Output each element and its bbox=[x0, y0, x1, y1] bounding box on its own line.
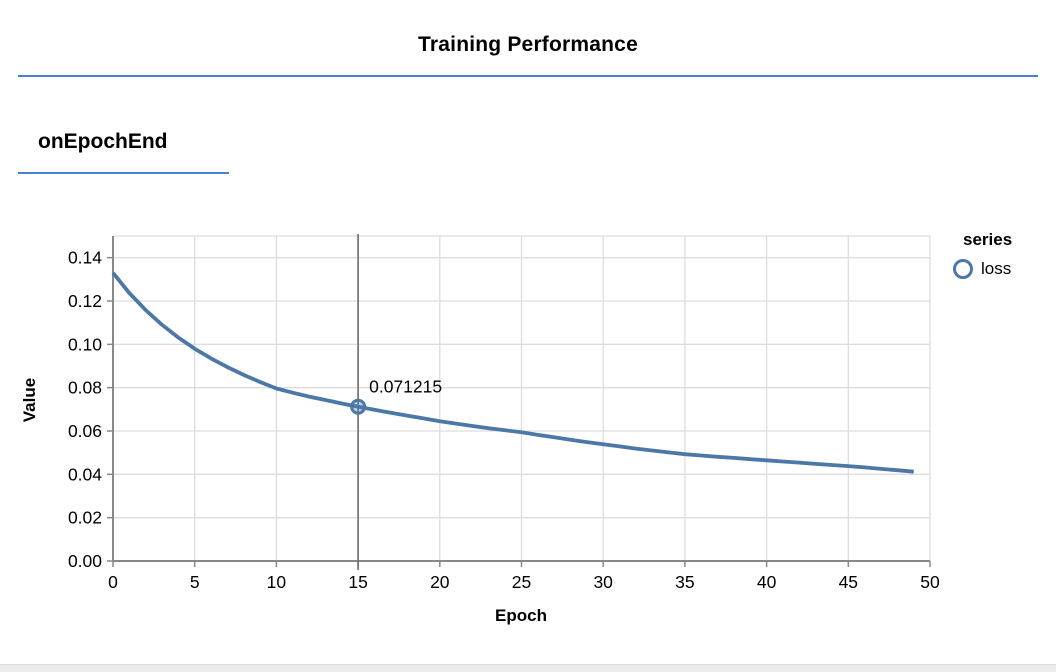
x-tick-label: 0 bbox=[108, 572, 118, 592]
x-tick-label: 40 bbox=[757, 572, 777, 592]
y-tick-label: 0.06 bbox=[68, 421, 102, 441]
legend-item-loss: loss bbox=[953, 259, 1053, 279]
y-tick-label: 0.00 bbox=[68, 551, 102, 571]
x-tick-label: 5 bbox=[190, 572, 200, 592]
legend-title: series bbox=[963, 230, 1013, 249]
x-tick-label: 50 bbox=[920, 572, 940, 592]
y-tick-label: 0.02 bbox=[68, 508, 102, 528]
tooltip-value: 0.071215 bbox=[369, 377, 442, 397]
loss-line bbox=[111, 271, 914, 474]
y-tick-label: 0.10 bbox=[68, 334, 102, 354]
x-tick-label: 25 bbox=[512, 572, 531, 592]
x-tick-label: 15 bbox=[348, 572, 367, 592]
y-tick-label: 0.08 bbox=[68, 378, 102, 398]
y-tick-label: 0.04 bbox=[68, 464, 102, 484]
x-tick-label: 45 bbox=[839, 572, 858, 592]
x-tick-label: 20 bbox=[430, 572, 450, 592]
title-divider bbox=[18, 75, 1038, 77]
y-tick-label: 0.12 bbox=[68, 291, 102, 311]
hover-point-marker bbox=[350, 398, 367, 415]
legend-loss-label: loss bbox=[981, 259, 1012, 278]
x-tick-label: 35 bbox=[675, 572, 694, 592]
x-tick-label: 30 bbox=[593, 572, 613, 592]
y-axis-title: Value bbox=[20, 377, 39, 423]
line-chart-canvas[interactable]: 0 5 10 15 20 25 30 35 40 45 50 0.00 0.02 0.04 0.06 0.08… bbox=[0, 210, 1056, 655]
x-tick-label: 10 bbox=[267, 572, 287, 592]
x-axis-title: Epoch bbox=[495, 606, 547, 625]
training-chart: 0 5 10 15 20 25 30 35 40 45 50 0.00 0.02 0.04 0.06 0.08… bbox=[0, 210, 1056, 655]
section-title: onEpochEnd bbox=[38, 130, 168, 153]
legend-loss-symbol-icon bbox=[953, 259, 973, 279]
page-title: Training Performance bbox=[418, 33, 638, 56]
legend: series loss bbox=[953, 230, 1053, 279]
section-divider bbox=[18, 172, 229, 174]
window-bottom-strip bbox=[0, 664, 1056, 672]
y-tick-label: 0.14 bbox=[68, 248, 102, 268]
